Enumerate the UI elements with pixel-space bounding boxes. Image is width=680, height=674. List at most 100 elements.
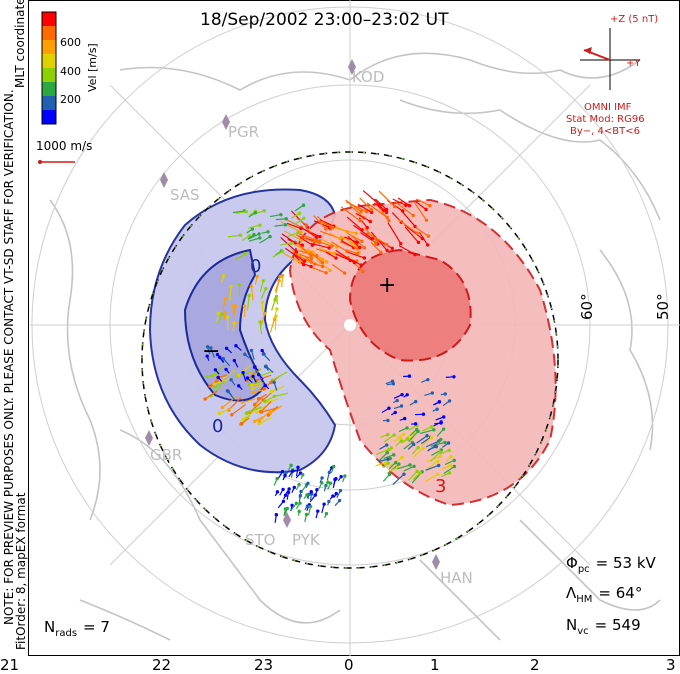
velocity-vector [373, 198, 385, 211]
colorbar-segment [42, 26, 56, 40]
velocity-vector-origin [314, 254, 319, 258]
velocity-vector [270, 405, 283, 414]
velocity-vector-origin [249, 377, 253, 381]
velocity-vector-origin [258, 236, 262, 240]
velocity-vector [346, 216, 363, 231]
velocity-vector-origin [250, 383, 254, 388]
velocity-vector [228, 397, 242, 411]
colorbar-tick-400: 400 [60, 65, 81, 78]
velocity-vector [313, 215, 327, 230]
velocity-vector-origin [432, 428, 436, 432]
velocity-vector-origin [290, 503, 294, 507]
velocity-vector [416, 435, 428, 444]
velocity-vector-origin [272, 317, 277, 322]
velocity-vector-origin [368, 219, 372, 224]
velocity-vector-origin [345, 249, 349, 254]
velocity-vector-origin [338, 236, 342, 241]
velocity-vector-origin [226, 315, 230, 319]
velocity-vector-origin [261, 352, 266, 356]
velocity-vector-origin [359, 263, 363, 267]
velocity-vector [275, 280, 280, 294]
imf-stat-mod: Stat Mod: RG96 [566, 114, 645, 125]
fit-order-note: FitOrder: 8, mapEX format [14, 492, 28, 650]
velocity-vector [214, 381, 225, 388]
velocity-vector [395, 201, 414, 216]
velocity-vector-origin [415, 427, 419, 432]
velocity-vector-origin [365, 225, 369, 230]
velocity-vector-origin [273, 297, 278, 301]
velocity-vector-origin [315, 488, 319, 492]
velocity-vector [353, 224, 373, 240]
velocity-vector [335, 249, 355, 264]
velocity-vector-origin [216, 375, 220, 380]
velocity-vector-origin [393, 410, 397, 415]
velocity-vector-origin [217, 411, 222, 416]
velocity-vector [274, 224, 286, 227]
velocity-vector [227, 234, 241, 238]
velocity-vector-origin [320, 260, 325, 265]
velocity-vector-origin [411, 213, 415, 218]
velocity-vector [403, 465, 415, 472]
velocity-vector [392, 198, 407, 206]
velocity-vector-origin [223, 310, 227, 315]
velocity-vector-origin [331, 225, 335, 230]
velocity-vector-origin [399, 241, 403, 246]
velocity-vector-origin [402, 472, 406, 476]
velocity-vector [425, 440, 440, 448]
velocity-vector [255, 374, 272, 381]
velocity-vector-origin [424, 218, 429, 222]
velocity-vector [341, 240, 354, 249]
velocity-vector-origin [400, 392, 404, 397]
velocity-vector-origin [238, 233, 243, 237]
velocity-vector-origin [352, 260, 357, 265]
velocity-vector [443, 465, 455, 475]
velocity-vector-origin [283, 493, 288, 497]
velocity-vector-origin [331, 494, 335, 498]
velocity-vector [333, 252, 351, 261]
velocity-vector-origin [245, 376, 250, 380]
negative-cell-inner [183, 248, 267, 402]
velocity-vector [357, 203, 372, 213]
velocity-vector-origin [222, 274, 226, 278]
velocity-vector [418, 231, 429, 246]
velocity-vector [345, 199, 362, 212]
mlt-tick-23: 23 [254, 656, 273, 674]
colorbar-segment [42, 12, 56, 26]
velocity-vector [235, 253, 246, 261]
velocity-vector [331, 241, 348, 252]
velocity-vector-origin [384, 207, 389, 212]
velocity-vector-origin [253, 211, 258, 215]
velocity-vector-origin [220, 405, 225, 410]
velocity-vector-origin [449, 454, 453, 459]
velocity-vector [260, 288, 267, 300]
velocity-vector [299, 236, 313, 246]
velocity-vector [274, 392, 289, 397]
velocity-vector-origin [262, 311, 267, 316]
velocity-vector [397, 197, 410, 207]
velocity-vector-origin [266, 230, 270, 234]
velocity-vector-origin [237, 283, 242, 287]
velocity-vector [247, 406, 262, 413]
velocity-vector [321, 220, 334, 229]
velocity-vector-origin [264, 286, 268, 291]
velocity-vector-origin [358, 219, 362, 223]
velocity-vector-origin [302, 216, 306, 220]
velocity-vector [416, 198, 431, 207]
velocity-vector-origin [284, 470, 288, 475]
velocity-vector-origin [324, 227, 328, 231]
velocity-vector-origin [439, 437, 443, 442]
velocity-vector-origin [263, 399, 267, 404]
velocity-vector-origin [322, 502, 326, 506]
velocity-vector [231, 403, 247, 416]
velocity-vector-origin [297, 509, 301, 514]
velocity-vector-origin [358, 245, 362, 250]
velocity-vector-origin [407, 374, 412, 378]
velocity-vector-origin [405, 437, 410, 441]
velocity-vector-origin [259, 410, 263, 414]
velocity-vector-origin [334, 256, 338, 260]
station-pgr: PGR [228, 123, 259, 141]
velocity-vector-origin [385, 443, 389, 447]
velocity-vector-origin [413, 422, 418, 426]
velocity-vector [404, 226, 419, 243]
velocity-vector-origin [262, 387, 266, 391]
